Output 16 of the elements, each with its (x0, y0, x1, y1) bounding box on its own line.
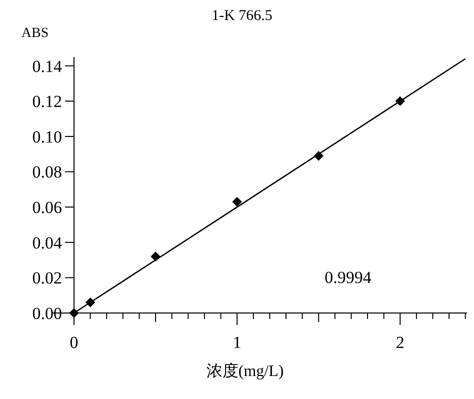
y-tick-label: 0.06 (32, 198, 62, 218)
y-axis-title: ABS (21, 26, 49, 41)
x-tick-label: 0 (70, 333, 78, 352)
annotation: 0.9994 (324, 268, 372, 287)
x-tick-label: 2 (396, 333, 404, 352)
y-tick-label: 0.14 (32, 56, 63, 76)
y-tick-label: 0.12 (32, 92, 62, 112)
y-tick-label: 0.04 (32, 233, 63, 252)
x-tick-label: 1 (232, 333, 242, 352)
y-tick-label: 0.00 (32, 304, 62, 323)
y-tick-label: 0.02 (32, 268, 62, 288)
y-tick-label: 0.08 (32, 162, 62, 182)
y-tick-label: 0.10 (32, 127, 62, 146)
chart-title: 1-K 766.5 (212, 8, 272, 24)
point (232, 196, 242, 207)
x-axis-title: 浓度(mg/L) (206, 362, 284, 380)
